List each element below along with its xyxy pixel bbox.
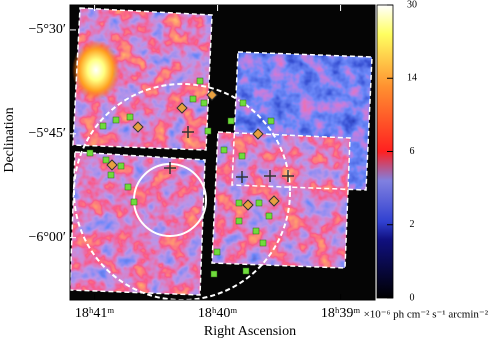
x-tick-label: 18ʰ40ᵐ (198, 306, 237, 321)
colorbar-tick-label: 6 (410, 146, 415, 157)
colorbar-tick-label: 2 (410, 219, 415, 230)
x-tick-label: 18ʰ41ᵐ (75, 306, 114, 321)
x-tick-label: 18ʰ39ᵐ (321, 306, 360, 321)
colorbar-tick-label: 0 (410, 292, 415, 303)
plot-frame (69, 4, 376, 301)
y-tick-label: −5°45′ (28, 126, 66, 141)
y-axis-label: Declination (2, 107, 17, 172)
y-tick-label: −5°30′ (28, 22, 66, 37)
colorbar-label: ×10⁻⁶ ph cm⁻² s⁻¹ arcmin⁻² (364, 309, 489, 321)
colorbar-tick-label: 30 (407, 0, 417, 10)
image (69, 5, 375, 301)
colorbar-tick-label: 14 (407, 73, 417, 84)
y-tick-label: −6°00′ (28, 230, 66, 245)
x-axis-label: Right Ascension (204, 324, 296, 339)
